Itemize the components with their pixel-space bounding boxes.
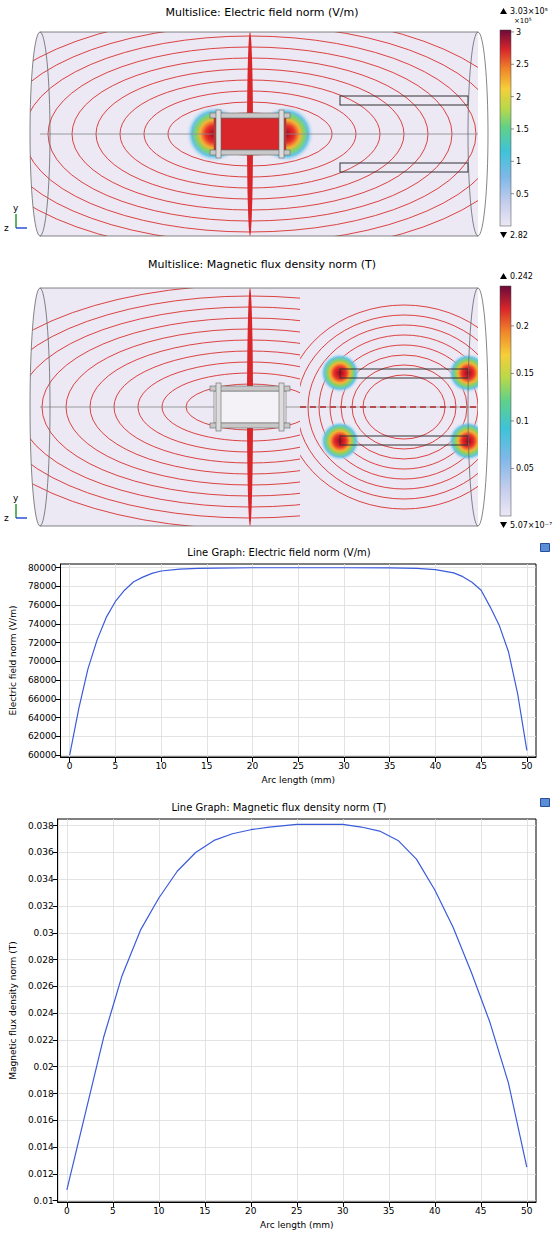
svg-text:74000: 74000 bbox=[28, 619, 57, 629]
svg-text:0.026: 0.026 bbox=[28, 981, 54, 991]
svg-text:0.15: 0.15 bbox=[516, 369, 534, 378]
svg-text:5: 5 bbox=[110, 1206, 116, 1216]
svg-text:15: 15 bbox=[199, 1206, 210, 1216]
svg-text:0.022: 0.022 bbox=[28, 1035, 54, 1045]
svg-text:0.018: 0.018 bbox=[28, 1089, 54, 1099]
svg-text:3: 3 bbox=[516, 28, 521, 37]
svg-text:3.03×10⁵: 3.03×10⁵ bbox=[510, 7, 548, 16]
svg-text:Magnetic flux density norm (T): Magnetic flux density norm (T) bbox=[8, 941, 18, 1079]
svg-text:72000: 72000 bbox=[28, 638, 57, 648]
svg-text:60000: 60000 bbox=[28, 750, 57, 760]
svg-text:15: 15 bbox=[201, 761, 212, 771]
svg-text:Multislice: Electric field nor: Multislice: Electric field norm (V/m) bbox=[165, 6, 358, 19]
svg-text:0.034: 0.034 bbox=[28, 874, 54, 884]
svg-text:0.02: 0.02 bbox=[34, 1062, 54, 1072]
svg-text:5: 5 bbox=[113, 761, 119, 771]
svg-text:20: 20 bbox=[247, 761, 259, 771]
svg-text:35: 35 bbox=[383, 1206, 394, 1216]
svg-text:40: 40 bbox=[430, 761, 442, 771]
svg-text:25: 25 bbox=[293, 761, 304, 771]
svg-text:1.5: 1.5 bbox=[516, 125, 529, 134]
svg-text:2: 2 bbox=[516, 93, 521, 102]
svg-text:1: 1 bbox=[516, 157, 521, 166]
svg-text:0: 0 bbox=[64, 1206, 70, 1216]
svg-text:×10⁵: ×10⁵ bbox=[514, 17, 532, 25]
svg-text:30: 30 bbox=[338, 761, 350, 771]
svg-text:10: 10 bbox=[155, 761, 167, 771]
svg-text:0.036: 0.036 bbox=[28, 847, 54, 857]
svg-text:0.016: 0.016 bbox=[28, 1115, 54, 1125]
svg-text:64000: 64000 bbox=[28, 713, 57, 723]
svg-text:78000: 78000 bbox=[28, 581, 57, 591]
svg-text:0.5: 0.5 bbox=[516, 190, 529, 199]
svg-text:0.2: 0.2 bbox=[516, 322, 529, 331]
svg-text:z: z bbox=[4, 223, 9, 233]
svg-text:0.038: 0.038 bbox=[28, 821, 54, 831]
svg-text:0.05: 0.05 bbox=[516, 464, 534, 473]
svg-text:2.82: 2.82 bbox=[510, 231, 528, 240]
svg-text:66000: 66000 bbox=[28, 694, 57, 704]
svg-text:0.01: 0.01 bbox=[34, 1196, 54, 1206]
svg-text:50: 50 bbox=[521, 761, 533, 771]
svg-text:Arc length (mm): Arc length (mm) bbox=[260, 1220, 334, 1230]
svg-text:70000: 70000 bbox=[28, 656, 57, 666]
svg-text:0.242: 0.242 bbox=[510, 272, 533, 281]
svg-text:0.014: 0.014 bbox=[28, 1142, 54, 1152]
svg-text:Multislice: Magnetic flux dens: Multislice: Magnetic flux density norm (… bbox=[148, 258, 376, 271]
svg-text:Line Graph: Magnetic flux dens: Line Graph: Magnetic flux density norm (… bbox=[171, 802, 386, 813]
svg-text:Arc length (mm): Arc length (mm) bbox=[261, 775, 335, 785]
svg-text:5.07×10⁻⁷: 5.07×10⁻⁷ bbox=[510, 521, 552, 530]
svg-text:45: 45 bbox=[475, 761, 486, 771]
svg-text:0.024: 0.024 bbox=[28, 1008, 54, 1018]
svg-text:Electric field norm (V/m): Electric field norm (V/m) bbox=[8, 606, 18, 716]
svg-text:0.1: 0.1 bbox=[516, 417, 529, 426]
svg-text:y: y bbox=[13, 203, 19, 213]
svg-text:0.012: 0.012 bbox=[28, 1169, 54, 1179]
svg-text:50: 50 bbox=[521, 1206, 533, 1216]
svg-text:y: y bbox=[13, 493, 19, 503]
svg-text:Line Graph: Electric field nor: Line Graph: Electric field norm (V/m) bbox=[187, 547, 370, 558]
svg-text:35: 35 bbox=[384, 761, 395, 771]
svg-text:25: 25 bbox=[291, 1206, 302, 1216]
svg-text:40: 40 bbox=[429, 1206, 441, 1216]
svg-text:68000: 68000 bbox=[28, 675, 57, 685]
svg-text:0: 0 bbox=[67, 761, 73, 771]
svg-text:20: 20 bbox=[245, 1206, 257, 1216]
svg-text:z: z bbox=[4, 513, 9, 523]
svg-text:45: 45 bbox=[475, 1206, 486, 1216]
svg-text:80000: 80000 bbox=[28, 563, 57, 573]
svg-text:0.028: 0.028 bbox=[28, 955, 54, 965]
svg-text:76000: 76000 bbox=[28, 600, 57, 610]
svg-text:0.032: 0.032 bbox=[28, 901, 54, 911]
svg-text:10: 10 bbox=[153, 1206, 165, 1216]
svg-text:30: 30 bbox=[337, 1206, 349, 1216]
svg-text:2.5: 2.5 bbox=[516, 60, 529, 69]
svg-text:62000: 62000 bbox=[28, 731, 57, 741]
svg-text:0.03: 0.03 bbox=[34, 928, 54, 938]
